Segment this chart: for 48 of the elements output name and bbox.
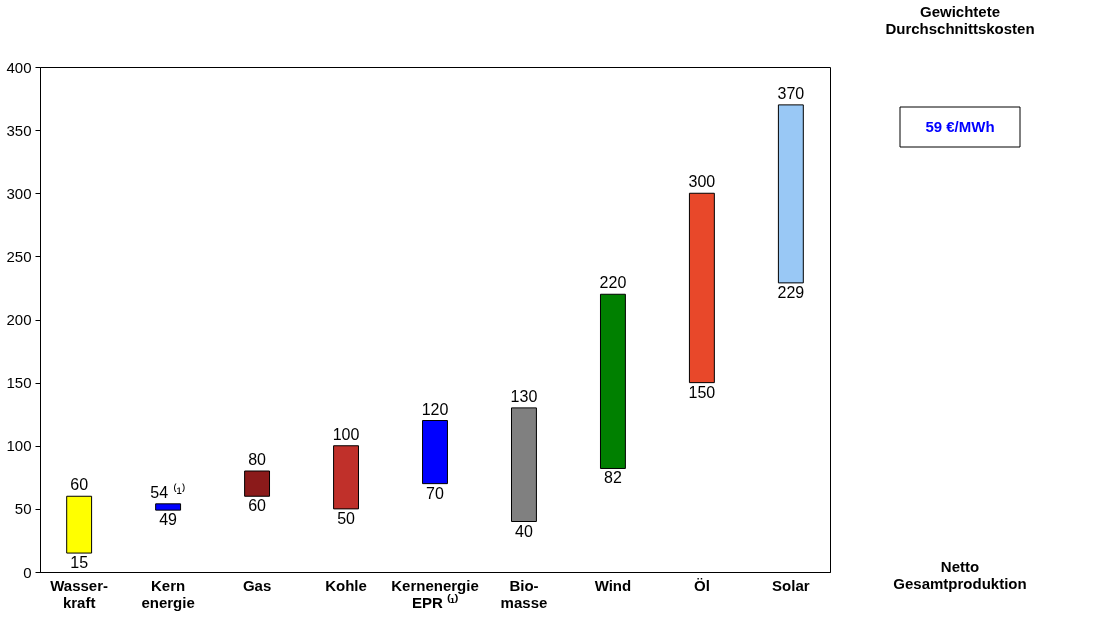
annotation: 82 (604, 469, 622, 487)
bar (66, 495, 93, 554)
annotation: 70 (426, 484, 444, 502)
y-tick-label: 200 (6, 311, 32, 328)
annotation: 300 (688, 173, 716, 191)
x-tick-label: Kern energie (141, 576, 195, 611)
x-tick-label: Öl (693, 576, 710, 594)
bar (244, 470, 271, 497)
bar (155, 503, 182, 511)
bar (511, 407, 537, 522)
annotation: 370 (777, 84, 805, 102)
annotation: 15 (70, 554, 89, 572)
y-tick-label: 400 (6, 58, 32, 76)
annotation: 60 (248, 497, 267, 515)
y-tick-label: 50 (14, 500, 32, 518)
y-tick-label: 350 (6, 121, 32, 139)
annotation: 220 (599, 274, 627, 292)
bar (333, 445, 359, 510)
x-tick-label: Kohle (325, 576, 367, 594)
x-tick-label: Solar (772, 576, 810, 594)
annotation: 54 ⁽¹⁾ (150, 482, 186, 501)
x-tick-label: Wind (594, 576, 632, 594)
bar (688, 192, 715, 384)
annotation: 150 (688, 383, 716, 401)
bar (422, 420, 448, 485)
annotation: 120 (421, 400, 449, 418)
bar (599, 293, 626, 469)
text: Gewichtete Durchschnittskosten (885, 3, 1035, 37)
bar (777, 104, 804, 284)
y-tick-label: 250 (6, 247, 32, 265)
x-tick-label: Bio- masse (500, 576, 548, 611)
annotation: 80 (248, 451, 267, 468)
y-tick-label: 100 (6, 437, 32, 455)
annotation: 50 (337, 509, 356, 527)
y-tick-label: 0 (23, 563, 32, 581)
annotation: 229 (777, 283, 805, 301)
x-tick-label: Gas (242, 576, 272, 594)
annotation: 40 (515, 522, 533, 540)
x-tick-label: Wasser- kraft (50, 576, 109, 611)
annotation: 130 (510, 387, 538, 405)
annotation: 49 (159, 511, 178, 529)
x-tick-label: Kernenergie EPR ⁽¹⁾ (391, 576, 479, 611)
annotation: 60 (70, 476, 89, 494)
text: Netto Gesamtproduktion (893, 558, 1027, 592)
y-tick-label: 300 (6, 184, 32, 202)
y-tick-label: 150 (6, 374, 32, 392)
text: 59 €/MWh (925, 118, 995, 135)
annotation: 100 (332, 425, 360, 443)
